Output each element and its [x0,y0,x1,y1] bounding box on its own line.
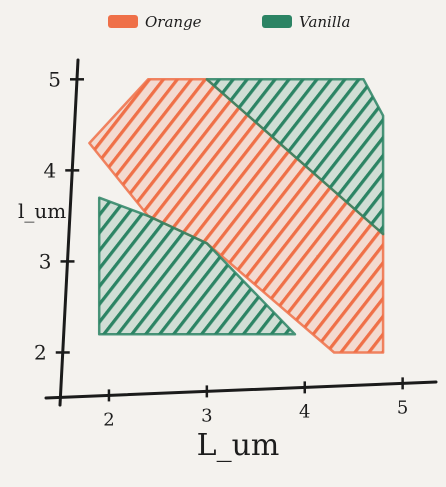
x-tick-label-5: 5 [397,397,408,418]
region-vanilla-1 [205,78,385,236]
legend-swatch-orange [108,15,138,28]
y-tick-label-2: 2 [34,340,47,364]
legend-label-orange: Orange [145,13,202,31]
y-axis-label: l_um [18,199,66,223]
y-axis-line [58,58,80,407]
y-tick-label-3: 3 [39,249,52,273]
y-tick-label-4: 4 [44,158,57,182]
x-axis-label: L_um [197,428,280,463]
legend-swatch-vanilla [262,15,292,28]
x-tick-label-4: 4 [299,401,310,422]
y-tick-label-5: 5 [48,67,61,91]
x-tick-label-3: 3 [201,405,212,426]
legend-label-vanilla: Vanilla [299,13,350,31]
region-vanilla-2 [97,196,297,336]
x-tick-label-2: 2 [103,409,114,430]
x-axis-line [44,380,438,400]
